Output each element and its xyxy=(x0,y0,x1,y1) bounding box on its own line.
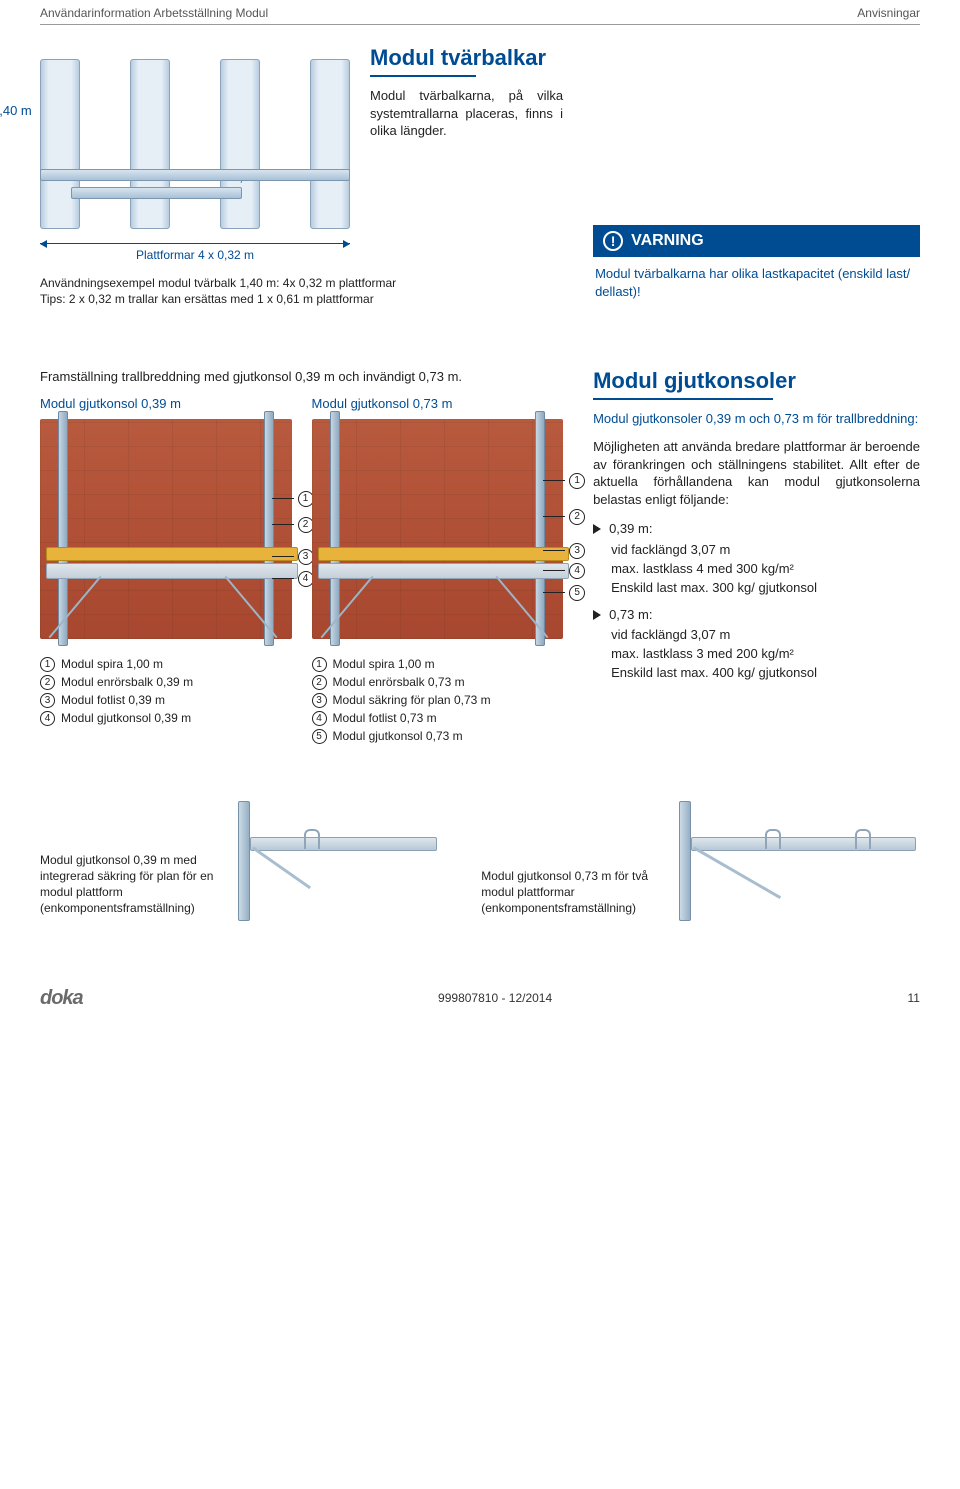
bullet-line: Enskild last max. 300 kg/ gjutkonsol xyxy=(611,579,920,598)
side-bracket-039 xyxy=(234,807,441,917)
crossbar-long xyxy=(40,169,350,181)
rule xyxy=(593,398,773,400)
bullets: 0,39 m: vid facklängd 3,07 m max. lastkl… xyxy=(593,520,920,683)
bullet-head: 0,73 m: xyxy=(609,606,652,625)
pole xyxy=(679,801,691,921)
beam xyxy=(250,837,437,851)
page-footer: doka 999807810 - 12/2014 11 xyxy=(40,987,920,1010)
diagonal xyxy=(693,846,781,899)
hook xyxy=(855,829,871,849)
bullet-line: Enskild last max. 400 kg/ gjutkonsol xyxy=(611,664,920,683)
platform-diagram: 1,40 m 0,73 m Plattformar 4 x 0,32 m xyxy=(40,59,350,262)
pole xyxy=(58,411,68,646)
diagonal xyxy=(252,846,311,889)
gjutkonsoler-right: Modul gjutkonsoler Modul gjutkonsoler 0,… xyxy=(593,368,920,747)
deck-gray xyxy=(46,563,298,579)
callout-num: 5 xyxy=(569,585,585,601)
tvarbalkar-tips: Tips: 2 x 0,32 m trallar kan ersättas me… xyxy=(40,292,563,306)
section-side-brackets: Modul gjutkonsol 0,39 m med integrerad s… xyxy=(40,807,920,917)
tvarbalkar-desc: Modul tvärbalkarna, på vilka systemtrall… xyxy=(370,87,563,140)
crossbar-short xyxy=(71,187,242,199)
legend-item: Modul säkring för plan 0,73 m xyxy=(333,693,491,707)
warning-column: ! VARNING Modul tvärbalkarna har olika l… xyxy=(593,45,920,308)
bracket-figure-039: 1 2 3 4 xyxy=(40,419,292,639)
legend-item: Modul spira 1,00 m xyxy=(333,657,435,671)
legend-039: 1Modul spira 1,00 m 2Modul enrörsbalk 0,… xyxy=(40,657,292,726)
framstallning-intro: Framställning trallbreddning med gjutkon… xyxy=(40,368,563,386)
col-073: Modul gjutkonsol 0,73 m 1 2 3 4 5 1Modul… xyxy=(312,396,564,747)
callout-num: 4 xyxy=(569,563,585,579)
header-right: Anvisningar xyxy=(857,6,920,20)
hook xyxy=(304,829,320,849)
s3-left: Modul gjutkonsol 0,39 m med integrerad s… xyxy=(40,807,441,917)
deck-yellow xyxy=(318,547,570,561)
arrow-icon xyxy=(593,524,601,534)
bullet-line: max. lastklass 3 med 200 kg/m² xyxy=(611,645,920,664)
legend-073: 1Modul spira 1,00 m 2Modul enrörsbalk 0,… xyxy=(312,657,564,744)
legend-item: Modul gjutkonsol 0,73 m xyxy=(333,729,463,743)
dim-long: 1,40 m xyxy=(0,103,32,118)
legend-item: Modul enrörsbalk 0,73 m xyxy=(333,675,465,689)
deck-gray xyxy=(318,563,570,579)
section-tvarbalkar: 1,40 m 0,73 m Plattformar 4 x 0,32 m Mod… xyxy=(40,45,920,308)
callout-num: 1 xyxy=(569,473,585,489)
bullet-line: max. lastklass 4 med 300 kg/m² xyxy=(611,560,920,579)
gjutkonsoler-left: Framställning trallbreddning med gjutkon… xyxy=(40,368,563,747)
legend-item: Modul fotlist 0,39 m xyxy=(61,693,165,707)
deck-yellow xyxy=(46,547,298,561)
col073-title: Modul gjutkonsol 0,73 m xyxy=(312,396,564,411)
s3-right-text: Modul gjutkonsol 0,73 m för två modul pl… xyxy=(481,868,661,917)
plank xyxy=(220,59,260,229)
warning-body: Modul tvärbalkarna har olika lastkapacit… xyxy=(593,257,920,308)
pole xyxy=(535,411,545,646)
gjutkonsoler-intro2: Möjligheten att använda bredare plattfor… xyxy=(593,438,920,508)
dim-arrow-platforms xyxy=(40,243,350,244)
arrow-icon xyxy=(593,610,601,620)
tvarbalkar-title-block: Modul tvärbalkar Modul tvärbalkarna, på … xyxy=(370,45,563,262)
callout-num: 3 xyxy=(569,543,585,559)
plank xyxy=(310,59,350,229)
legend-item: Modul enrörsbalk 0,39 m xyxy=(61,675,193,689)
legend-item: Modul fotlist 0,73 m xyxy=(333,711,437,725)
pole xyxy=(238,801,250,921)
plank xyxy=(40,59,80,229)
s3-left-text: Modul gjutkonsol 0,39 m med integrerad s… xyxy=(40,852,220,917)
legend-item: Modul gjutkonsol 0,39 m xyxy=(61,711,191,725)
hook xyxy=(765,829,781,849)
col039-title: Modul gjutkonsol 0,39 m xyxy=(40,396,292,411)
gjutkonsoler-intro1: Modul gjutkonsoler 0,39 m och 0,73 m för… xyxy=(593,410,920,428)
side-bracket-073 xyxy=(675,807,920,917)
page-header: Användarinformation Arbetsställning Modu… xyxy=(40,0,920,25)
pole xyxy=(330,411,340,646)
tvarbalkar-example: Användningsexempel modul tvärbalk 1,40 m… xyxy=(40,276,563,290)
gjutkonsoler-title: Modul gjutkonsoler xyxy=(593,368,920,394)
rule xyxy=(370,75,476,77)
callout-num: 2 xyxy=(569,509,585,525)
page-number: 11 xyxy=(908,991,920,1005)
legend-item: Modul spira 1,00 m xyxy=(61,657,163,671)
bullet-073: 0,73 m: xyxy=(593,606,920,625)
beam xyxy=(691,837,916,851)
plank xyxy=(130,59,170,229)
warning-label: VARNING xyxy=(631,232,704,250)
logo: doka xyxy=(40,987,83,1010)
bullet-head: 0,39 m: xyxy=(609,520,652,539)
col-039: Modul gjutkonsol 0,39 m 1 2 3 4 1Modul s… xyxy=(40,396,292,747)
bullet-line: vid facklängd 3,07 m xyxy=(611,541,920,560)
tvarbalkar-title: Modul tvärbalkar xyxy=(370,45,563,71)
s3-right: Modul gjutkonsol 0,73 m för två modul pl… xyxy=(481,807,920,917)
brace xyxy=(49,575,102,638)
doc-id: 999807810 - 12/2014 xyxy=(438,991,552,1005)
tvarbalkar-left: 1,40 m 0,73 m Plattformar 4 x 0,32 m Mod… xyxy=(40,45,563,308)
brace xyxy=(320,575,373,638)
warning-box: ! VARNING Modul tvärbalkarna har olika l… xyxy=(593,225,920,308)
platform-label: Plattformar 4 x 0,32 m xyxy=(40,248,350,262)
bullet-line: vid facklängd 3,07 m xyxy=(611,626,920,645)
bracket-figure-073: 1 2 3 4 5 xyxy=(312,419,564,639)
warning-head: ! VARNING xyxy=(593,225,920,257)
section-gjutkonsoler: Framställning trallbreddning med gjutkon… xyxy=(40,368,920,747)
header-left: Användarinformation Arbetsställning Modu… xyxy=(40,6,268,20)
bullet-039: 0,39 m: xyxy=(593,520,920,539)
warning-icon: ! xyxy=(603,231,623,251)
